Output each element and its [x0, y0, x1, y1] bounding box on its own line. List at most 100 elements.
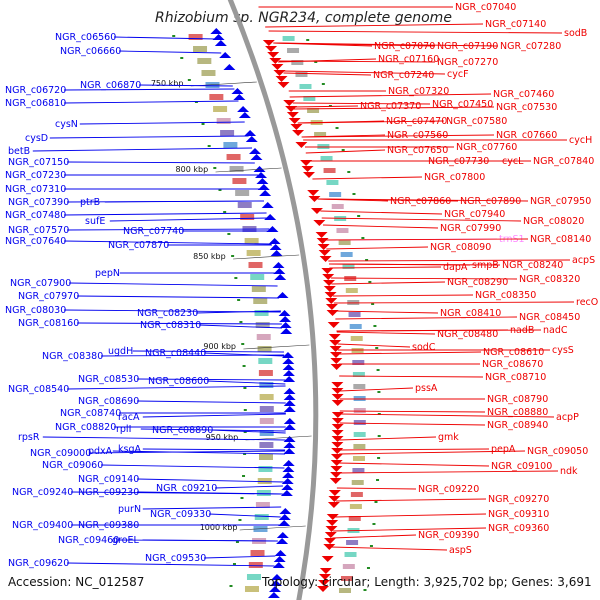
scale-tick-label: 900 kbp [203, 342, 236, 351]
forward-gene-arrow [283, 436, 296, 442]
gc-marker [321, 83, 325, 85]
forward-gene-arrow [223, 64, 236, 70]
label-leader-line [214, 485, 283, 489]
label-leader-line [292, 102, 431, 105]
label-leader-line [289, 93, 492, 98]
gene-category-block [258, 358, 273, 364]
forward-gene-arrow [269, 244, 282, 250]
gene-category-block [352, 372, 365, 377]
label-leader-line [301, 134, 495, 138]
label-leader-line [332, 534, 417, 539]
scale-tick-line [233, 254, 300, 260]
reverse-gene-label: cycF [447, 69, 469, 80]
reverse-gene-arrow [326, 514, 339, 520]
forward-gene-label: NGR_c07870 [108, 240, 169, 251]
label-leader-line [136, 478, 284, 483]
forward-gene-arrow [283, 388, 296, 394]
reverse-gene-label: NGR_c08140 [530, 234, 591, 245]
label-leader-line [326, 246, 429, 250]
forward-gene-label: purN [118, 504, 141, 515]
gc-marker [243, 431, 247, 433]
gc-marker [361, 237, 365, 239]
reverse-gene-arrow [331, 400, 344, 406]
label-leader-line [324, 238, 529, 241]
reverse-gene-arrow [313, 220, 326, 226]
reverse-gene-arrow [331, 394, 344, 400]
label-leader-line [268, 30, 563, 34]
forward-gene-label: NGR_c07740 [123, 226, 184, 237]
gc-marker [238, 519, 242, 521]
forward-gene-label: NGR_c09620 [8, 558, 69, 569]
reverse-gene-label: NGR_c08350 [475, 290, 536, 301]
forward-gene-label: NGR_c08540 [8, 384, 69, 395]
label-leader-line [104, 200, 264, 203]
gc-marker [372, 523, 376, 525]
gene-category-block [250, 550, 265, 556]
reverse-gene-arrow [286, 112, 299, 118]
forward-gene-arrow [270, 574, 283, 580]
forward-gene-label: NGR_c09210 [156, 483, 217, 494]
reverse-gene-label: ndk [560, 466, 578, 477]
gene-category-block [251, 286, 266, 292]
forward-gene-label: betB [8, 146, 30, 157]
gene-category-block [259, 394, 274, 400]
gc-marker [306, 39, 310, 41]
label-leader-line [136, 491, 283, 495]
reverse-gene-arrow [321, 268, 334, 274]
gene-category-block [307, 108, 320, 113]
forward-gene-label: NGR_c08740 [60, 408, 121, 419]
gene-category-block [232, 178, 247, 184]
forward-gene-arrow [279, 316, 292, 322]
gc-marker [335, 127, 339, 129]
forward-gene-arrow [237, 106, 250, 112]
reverse-gene-label: NGR_c07650 [387, 145, 448, 156]
forward-gene-arrow [259, 190, 272, 196]
forward-gene-arrow [233, 94, 246, 100]
reverse-gene-arrow [330, 364, 343, 370]
forward-gene-arrow [212, 34, 225, 40]
gc-marker [375, 347, 379, 349]
reverse-gene-arrow [262, 40, 275, 46]
reverse-gene-label: NGR_c07280 [500, 41, 561, 52]
forward-gene-arrow [281, 352, 294, 358]
reverse-gene-arrow [329, 352, 342, 358]
reverse-gene-label: NGR_c09100 [491, 461, 552, 472]
forward-gene-arrow [248, 148, 261, 154]
gc-marker [187, 79, 191, 81]
gc-marker [207, 145, 211, 147]
reverse-gene-arrow [283, 100, 296, 106]
reverse-gene-label: sodB [564, 28, 587, 39]
gene-category-block [353, 384, 366, 389]
label-leader-line [32, 147, 253, 152]
gene-category-block [188, 34, 203, 40]
reverse-gene-label: NGR_c08020 [523, 216, 584, 227]
reverse-gene-label: NGR_c08240 [502, 260, 563, 271]
forward-gene-arrow [219, 52, 232, 58]
reverse-gene-label: NGR_c08610 [483, 347, 544, 358]
forward-gene-arrow [264, 214, 277, 220]
reverse-gene-arrow [323, 280, 336, 286]
reverse-gene-arrow [271, 64, 284, 70]
reverse-gene-arrow [331, 448, 344, 454]
reverse-gene-label: NGR_c08940 [487, 420, 548, 431]
label-leader-line [66, 161, 255, 164]
gene-category-block [254, 310, 269, 316]
reverse-gene-arrow [323, 544, 336, 550]
gene-category-block [331, 204, 344, 209]
label-leader-line [339, 410, 486, 413]
label-leader-line [136, 378, 286, 381]
forward-gene-label: NGR_c08230 [137, 308, 198, 319]
gene-category-block [282, 36, 295, 41]
gene-tracks [172, 28, 381, 598]
forward-gene-label: NGR_c07390 [8, 197, 69, 208]
scale-tick-label: 1000 kbp [200, 523, 238, 532]
gc-marker [218, 189, 222, 191]
label-leader-line [328, 259, 571, 262]
gene-category-block [351, 480, 364, 485]
gc-marker [374, 501, 378, 503]
gc-marker [369, 545, 373, 547]
gene-category-block [338, 240, 351, 245]
gene-category-block [254, 514, 269, 520]
reverse-gene-arrow [310, 208, 323, 214]
forward-gene-arrow [278, 310, 291, 316]
